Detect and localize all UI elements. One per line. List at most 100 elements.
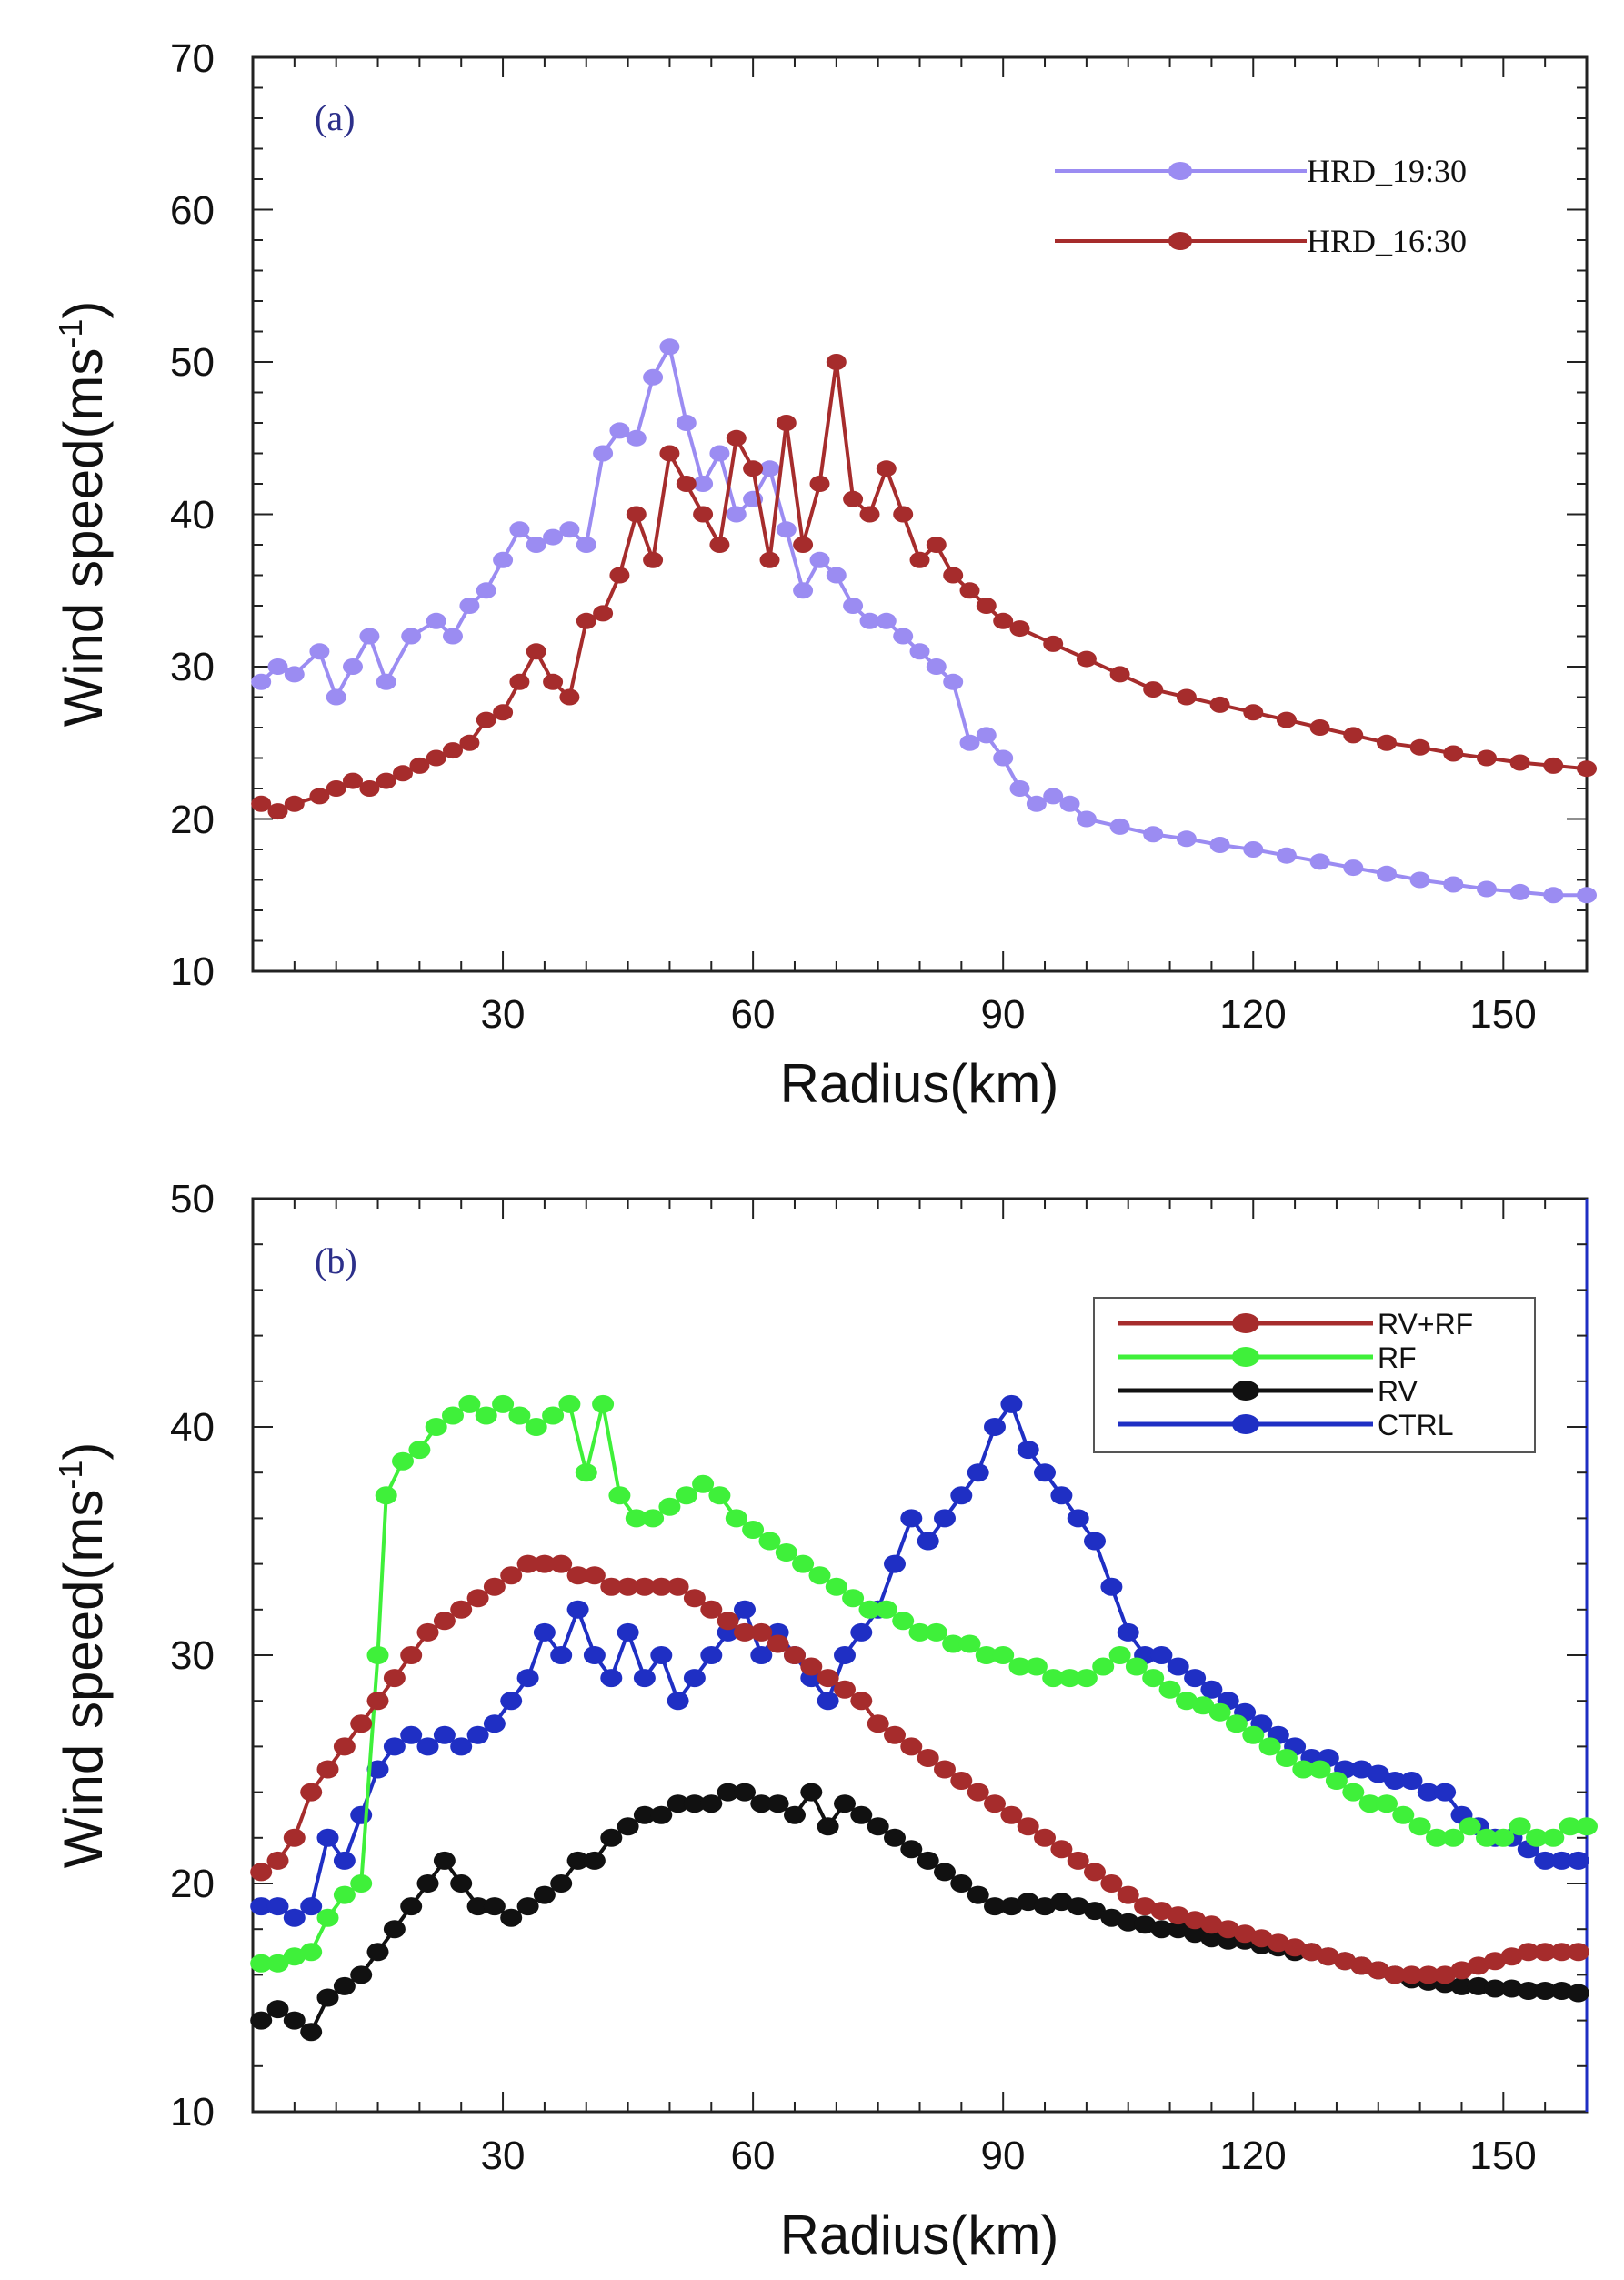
panel-b-point-rf [1275,1749,1298,1767]
panel-b-legend: RV+RF RF RV CTRL [1093,1297,1536,1453]
panel-b-point-ctrl [650,1646,673,1664]
panel-b-point-rf [283,1947,306,1966]
panel-a-point-hrd-19-30 [1243,841,1264,858]
panel-b-point-rf [558,1394,581,1413]
legend-marker-rv [1232,1381,1259,1401]
panel-b-point-ctrl [934,1509,956,1528]
legend-marker-hrd-1630 [1168,232,1192,250]
panel-b-point-rv-rf [967,1783,989,1802]
panel-b-point-ctrl [1400,1772,1423,1790]
panel-b-point-rf [1325,1772,1348,1790]
panel-b-point-rv [450,1874,473,1893]
panel-b-point-rv-rf [884,1725,906,1744]
panel-b-point-rf [642,1509,665,1528]
panel-b-point-rf [775,1543,797,1562]
panel-b-point-rf [675,1486,697,1505]
panel-b-point-rf [250,1954,273,1973]
panel-a-point-hrd-19-30 [251,673,272,690]
panel-b-point-rv-rf [617,1577,639,1596]
panel-b-point-rv-rf [984,1794,1006,1813]
panel-b-point-rf [1459,1817,1481,1836]
panel-b-point-rv [1200,1929,1223,1948]
panel-b-point-rf [592,1394,615,1413]
panel-a-point-hrd-19-30 [509,521,530,538]
panel-b-point-rv [784,1805,806,1824]
panel-b-point-ctrl [1017,1441,1039,1460]
panel-b-point-rv [500,1908,523,1927]
panel-b-point-ctrl [1167,1657,1189,1676]
panel-a-label: (a) [315,97,355,138]
panel-a-point-hrd-16-30 [1076,650,1097,668]
panel-a-point-hrd-16-30 [859,506,880,523]
panel-a-tick-marks [253,57,1587,971]
panel-b-point-rv-rf [717,1612,739,1631]
panel-b-point-rv-rf [1067,1851,1089,1870]
legend-marker-hrd-1930 [1168,162,1192,180]
panel-b-point-rv-rf [516,1554,539,1573]
panel-b-point-ctrl [850,1622,873,1642]
panel-b-point-rv-rf [934,1760,956,1779]
panel-b-point-rv [283,2011,306,2030]
panel-a-point-hrd-19-30 [543,528,564,546]
panel-a-y-axis-title: Wind speed(ms-1) [52,301,114,728]
panel-a-point-hrd-19-30 [809,551,830,568]
panel-b-point-rv-rf [1500,1947,1523,1966]
panel-b-point-rf [1142,1669,1165,1688]
panel-b-point-ctrl [1384,1772,1407,1790]
panel-b-point-rv-rf [450,1600,473,1619]
panel-b-point-ctrl [566,1600,589,1619]
panel-b-point-rf [792,1554,815,1573]
legend-label-hrd-1630: HRD_16:30 [1307,223,1467,259]
panel-b-point-rf [300,1943,323,1962]
panel-b-point-rv [1084,1902,1106,1921]
panel-b-point-ctrl [316,1828,339,1847]
panel-b-point-rv [867,1817,889,1836]
panel-b-point-rv [600,1828,623,1847]
panel-b-chart: 10 20 30 40 50 30 60 90 120 150 Radius(k… [52,1177,1598,2265]
panel-b-point-rv-rf [400,1646,423,1664]
panel-b-point-rv-rf [566,1566,589,1585]
panel-b-point-ctrl [750,1646,773,1664]
panel-a-point-hrd-16-30 [1176,688,1197,706]
panel-a-point-hrd-19-30 [926,658,947,675]
panel-b-point-ctrl [483,1714,506,1733]
panel-b-point-rv-rf [1267,1933,1289,1953]
panel-b-point-rv [834,1794,856,1813]
panel-a-point-hrd-19-30 [443,628,463,645]
panel-b-point-rv-rf [1100,1874,1123,1893]
panel-a-point-hrd-16-30 [643,551,664,568]
panel-b-point-rv-rf [917,1749,939,1767]
panel-a-point-hrd-16-30 [826,354,847,370]
panel-b-point-ctrl [550,1646,573,1664]
panel-a-point-hrd-19-30 [1509,883,1530,900]
panel-b-y-axis-title: Wind speed(ms-1) [52,1442,114,1869]
panel-b-point-rv-rf [366,1692,389,1711]
panel-a-point-hrd-16-30 [443,742,463,759]
panel-a-point-hrd-19-30 [759,460,780,477]
panel-a-point-hrd-16-30 [593,605,614,622]
panel-b-point-rf [1175,1692,1198,1711]
panel-b-point-rv-rf [900,1737,923,1756]
panel-b-point-rv-rf [300,1783,323,1802]
panel-b-point-rv-rf [383,1669,406,1688]
panel-b-point-rf [1376,1794,1398,1813]
panel-a-point-hrd-16-30 [476,711,496,728]
panel-b-point-rf [1075,1669,1098,1688]
panel-a-point-hrd-19-30 [609,422,630,439]
panel-a-point-hrd-19-30 [343,658,363,675]
panel-b-point-rv [316,1988,339,2007]
panel-b-point-ctrl [366,1760,389,1779]
panel-a-point-hrd-16-30 [543,673,564,690]
panel-b-point-ctrl [466,1725,489,1744]
panel-b-point-rf [925,1622,947,1642]
panel-b-point-rf [375,1486,397,1505]
panel-a-point-hrd-16-30 [409,757,430,774]
panel-b-point-rf [316,1908,339,1927]
panel-b-point-ctrl [333,1851,356,1870]
panel-b-point-ctrl [1084,1532,1106,1551]
panel-b-point-rf [542,1406,565,1425]
panel-a-point-hrd-16-30 [959,582,980,599]
panel-b-point-ctrl [450,1737,473,1756]
panel-b-point-rv-rf [350,1714,373,1733]
panel-b-point-ctrl [500,1692,523,1711]
